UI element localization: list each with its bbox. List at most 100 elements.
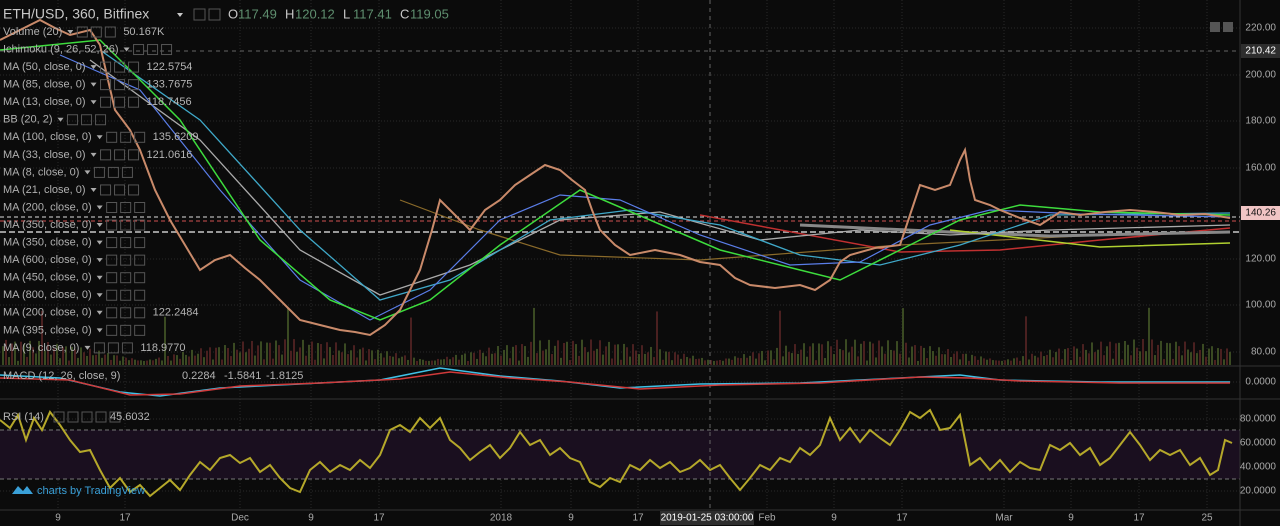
indicator-name[interactable]: MA (9, close, 0) [3,342,79,354]
icon-button[interactable] [128,61,140,73]
dropdown[interactable] [96,310,103,315]
icon-button[interactable] [134,272,146,284]
indicator-name[interactable]: MA (350, close, 0) [3,219,92,231]
icon-button[interactable] [120,307,132,319]
icon-button[interactable] [120,254,132,266]
indicator-name[interactable]: MA (50, close, 0) [3,61,86,73]
icon-button[interactable] [161,44,173,56]
icon-button[interactable] [104,26,116,38]
indicator-name[interactable]: MA (8, close, 0) [3,166,79,178]
dropdown[interactable] [84,170,91,175]
icon-button[interactable] [120,131,132,143]
indicator-name[interactable]: Volume (20) [3,26,62,38]
icon-button[interactable] [128,96,140,108]
icon-button[interactable] [134,131,146,143]
indicator-name[interactable]: MA (13, close, 0) [3,96,86,108]
indicator-name[interactable]: MA (800, close, 0) [3,289,92,301]
indicator-name[interactable]: MA (600, close, 0) [3,254,92,266]
dropdown[interactable] [177,13,183,17]
icon-button[interactable] [128,149,140,161]
dropdown[interactable] [90,65,97,70]
icon-button[interactable] [114,79,126,91]
icon-button[interactable] [133,44,145,56]
icon-button[interactable] [134,254,146,266]
icon-button[interactable] [76,26,88,38]
icon-button[interactable] [93,342,105,354]
icon-button[interactable] [121,342,133,354]
icon-button[interactable] [120,237,132,249]
dropdown[interactable] [96,275,103,280]
icon-button[interactable] [95,114,107,126]
icon-button[interactable] [90,26,102,38]
indicator-name[interactable]: MA (21, close, 0) [3,184,86,196]
icon-button[interactable] [107,166,119,178]
indicator-name[interactable]: MA (395, close, 0) [3,324,92,336]
dropdown[interactable] [96,135,103,140]
icon-button[interactable] [100,149,112,161]
dropdown[interactable] [96,293,103,298]
icon-button[interactable] [193,8,206,21]
indicator-name[interactable]: MA (85, close, 0) [3,79,86,91]
indicator-name[interactable]: MA (100, close, 0) [3,131,92,143]
dropdown[interactable] [90,100,97,105]
icon-button[interactable] [95,411,107,423]
macd-name[interactable]: MACD (12, 26, close, 9) [3,370,120,382]
icon-button[interactable] [1210,22,1220,32]
icon-button[interactable] [134,219,146,231]
icon-button[interactable] [67,411,79,423]
icon-button[interactable] [134,237,146,249]
icon-button[interactable] [100,61,112,73]
icon-button[interactable] [106,307,118,319]
icon-button[interactable] [114,149,126,161]
icon-button[interactable] [134,307,146,319]
icon-button[interactable] [120,272,132,284]
icon-button[interactable] [81,114,93,126]
icon-button[interactable] [93,166,105,178]
indicator-name[interactable]: BB (20, 2) [3,114,53,126]
icon-button[interactable] [106,202,118,213]
indicator-name[interactable]: MA (350, close, 0) [3,237,92,249]
icon-button[interactable] [107,342,119,354]
icon-button[interactable] [114,61,126,73]
icon-button[interactable] [106,324,118,336]
dropdown[interactable] [84,345,91,350]
icon-button[interactable] [106,272,118,284]
icon-button[interactable] [114,96,126,108]
icon-button[interactable] [100,79,112,91]
icon-button[interactable] [81,411,93,423]
icon-button[interactable] [106,131,118,143]
icon-button[interactable] [128,184,140,196]
icon-button[interactable] [106,219,118,231]
icon-button[interactable] [120,202,132,213]
indicator-name[interactable]: Ichimoku (9, 26, 52, 26) [3,43,119,55]
indicator-name[interactable]: MA (200, close, 0) [3,307,92,319]
dropdown[interactable] [57,117,64,122]
watermark[interactable]: charts by TradingView [37,485,145,497]
icon-button[interactable] [67,114,79,126]
dropdown[interactable] [96,328,103,333]
dropdown[interactable] [123,47,130,52]
symbol[interactable]: ETH/USD, 360, Bitfinex [3,6,149,22]
dropdown[interactable] [90,152,97,157]
dropdown[interactable] [96,223,103,228]
indicator-name[interactable]: MA (450, close, 0) [3,272,92,284]
icon-button[interactable] [121,166,133,178]
icon-button[interactable] [120,289,132,301]
dropdown[interactable] [96,205,103,210]
indicator-name[interactable]: MA (200, close, 0) [3,201,92,213]
icon-button[interactable] [120,219,132,231]
dropdown[interactable] [96,240,103,245]
icon-button[interactable] [134,289,146,301]
rsi-name[interactable]: RSI (14) [3,411,44,423]
indicator-name[interactable]: MA (33, close, 0) [3,149,86,161]
icon-button[interactable] [120,324,132,336]
icon-button[interactable] [53,411,65,423]
icon-button[interactable] [134,324,146,336]
icon-button[interactable] [106,237,118,249]
dropdown[interactable] [96,258,103,263]
icon-button[interactable] [114,184,126,196]
dropdown[interactable] [67,30,74,34]
dropdown[interactable] [90,82,97,87]
icon-button[interactable] [1223,22,1233,32]
dropdown[interactable] [90,187,97,192]
